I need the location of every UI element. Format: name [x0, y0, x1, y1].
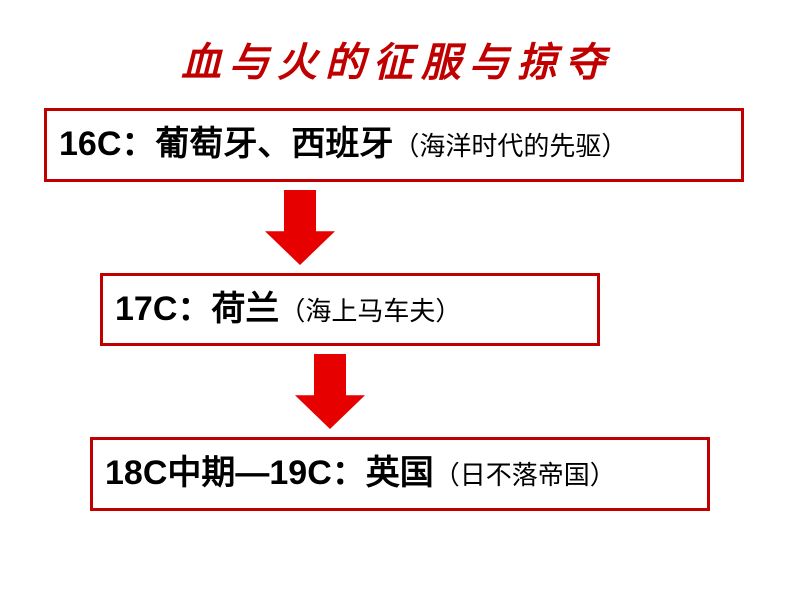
arrow-1: [265, 190, 335, 265]
box-17c-main: 17C：荷兰: [115, 290, 279, 328]
title-text: 血与火的征服与掠夺: [181, 40, 613, 85]
arrow-2: [295, 354, 365, 429]
box-16c: 16C：葡萄牙、西班牙（海洋时代的先驱）: [44, 108, 744, 182]
box-18c-main: 18C中期—19C：英国: [105, 454, 434, 492]
box-17c: 17C：荷兰（海上马车夫）: [100, 273, 600, 347]
box-16c-note: （海洋时代的先驱）: [393, 131, 627, 161]
box-18c-note: （日不落帝国）: [434, 460, 616, 490]
box-18c: 18C中期—19C：英国（日不落帝国）: [90, 437, 710, 511]
box-17c-note: （海上马车夫）: [279, 296, 461, 326]
box-16c-main: 16C：葡萄牙、西班牙: [59, 125, 393, 163]
flow-container: 16C：葡萄牙、西班牙（海洋时代的先驱） 17C：荷兰（海上马车夫） 18C中期…: [0, 108, 794, 511]
slide-title: 血与火的征服与掠夺: [0, 0, 794, 108]
